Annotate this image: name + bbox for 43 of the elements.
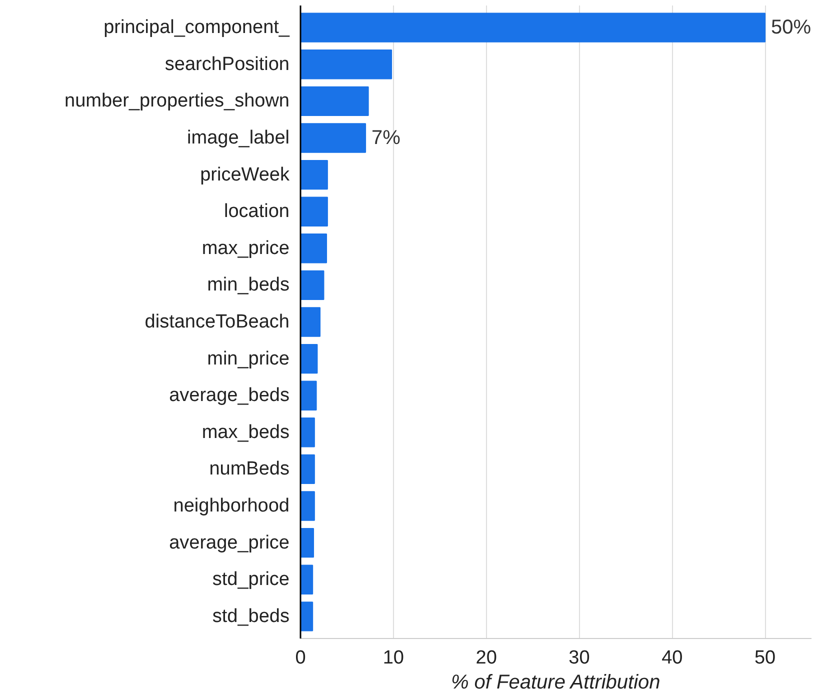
data-label: 50% — [771, 16, 812, 39]
bar — [300, 491, 315, 521]
bar — [300, 160, 328, 190]
y-tick-label: image_label — [187, 127, 290, 148]
x-tick-label: 10 — [382, 648, 404, 668]
y-tick-label: priceWeek — [200, 164, 290, 186]
bar — [300, 86, 369, 116]
bar — [300, 270, 324, 300]
bar — [300, 307, 321, 337]
y-tick-label: searchPosition — [164, 54, 290, 75]
bar — [300, 196, 328, 226]
y-tick-label: max_price — [202, 238, 290, 259]
y-tick-label: min_price — [207, 348, 290, 370]
bar — [300, 50, 392, 80]
y-tick-label: average_beds — [169, 385, 290, 406]
x-tick-label: 0 — [295, 648, 306, 668]
y-tick-label: neighborhood — [173, 496, 290, 517]
x-tick-label: 30 — [568, 648, 590, 668]
bar — [300, 12, 766, 42]
y-tick-label: max_beds — [202, 422, 290, 443]
y-tick-label: location — [224, 201, 290, 222]
y-tick-label: number_properties_shown — [64, 90, 290, 112]
x-axis-title: % of Feature Attribution — [450, 672, 660, 694]
y-tick-label: average_price — [169, 532, 290, 554]
bar — [300, 528, 314, 558]
bar — [300, 564, 314, 594]
x-tick-label: 40 — [662, 648, 683, 668]
y-tick-label: distanceToBeach — [144, 312, 290, 332]
bar — [300, 454, 315, 484]
bar — [300, 380, 317, 410]
x-tick-label: 20 — [476, 648, 497, 668]
bar — [300, 234, 328, 264]
y-tick-label: numBeds — [209, 458, 290, 480]
y-tick-label: min_beds — [207, 274, 290, 296]
data-label: 7% — [372, 126, 401, 149]
y-tick-label: std_price — [212, 569, 290, 590]
y-tick-label: principal_component_ — [104, 17, 290, 38]
x-tick-label: 50 — [754, 648, 776, 668]
bar — [300, 123, 366, 153]
y-tick-label: std_beds — [212, 606, 290, 627]
bar — [300, 602, 314, 632]
bar — [300, 344, 318, 374]
bar — [300, 418, 315, 448]
